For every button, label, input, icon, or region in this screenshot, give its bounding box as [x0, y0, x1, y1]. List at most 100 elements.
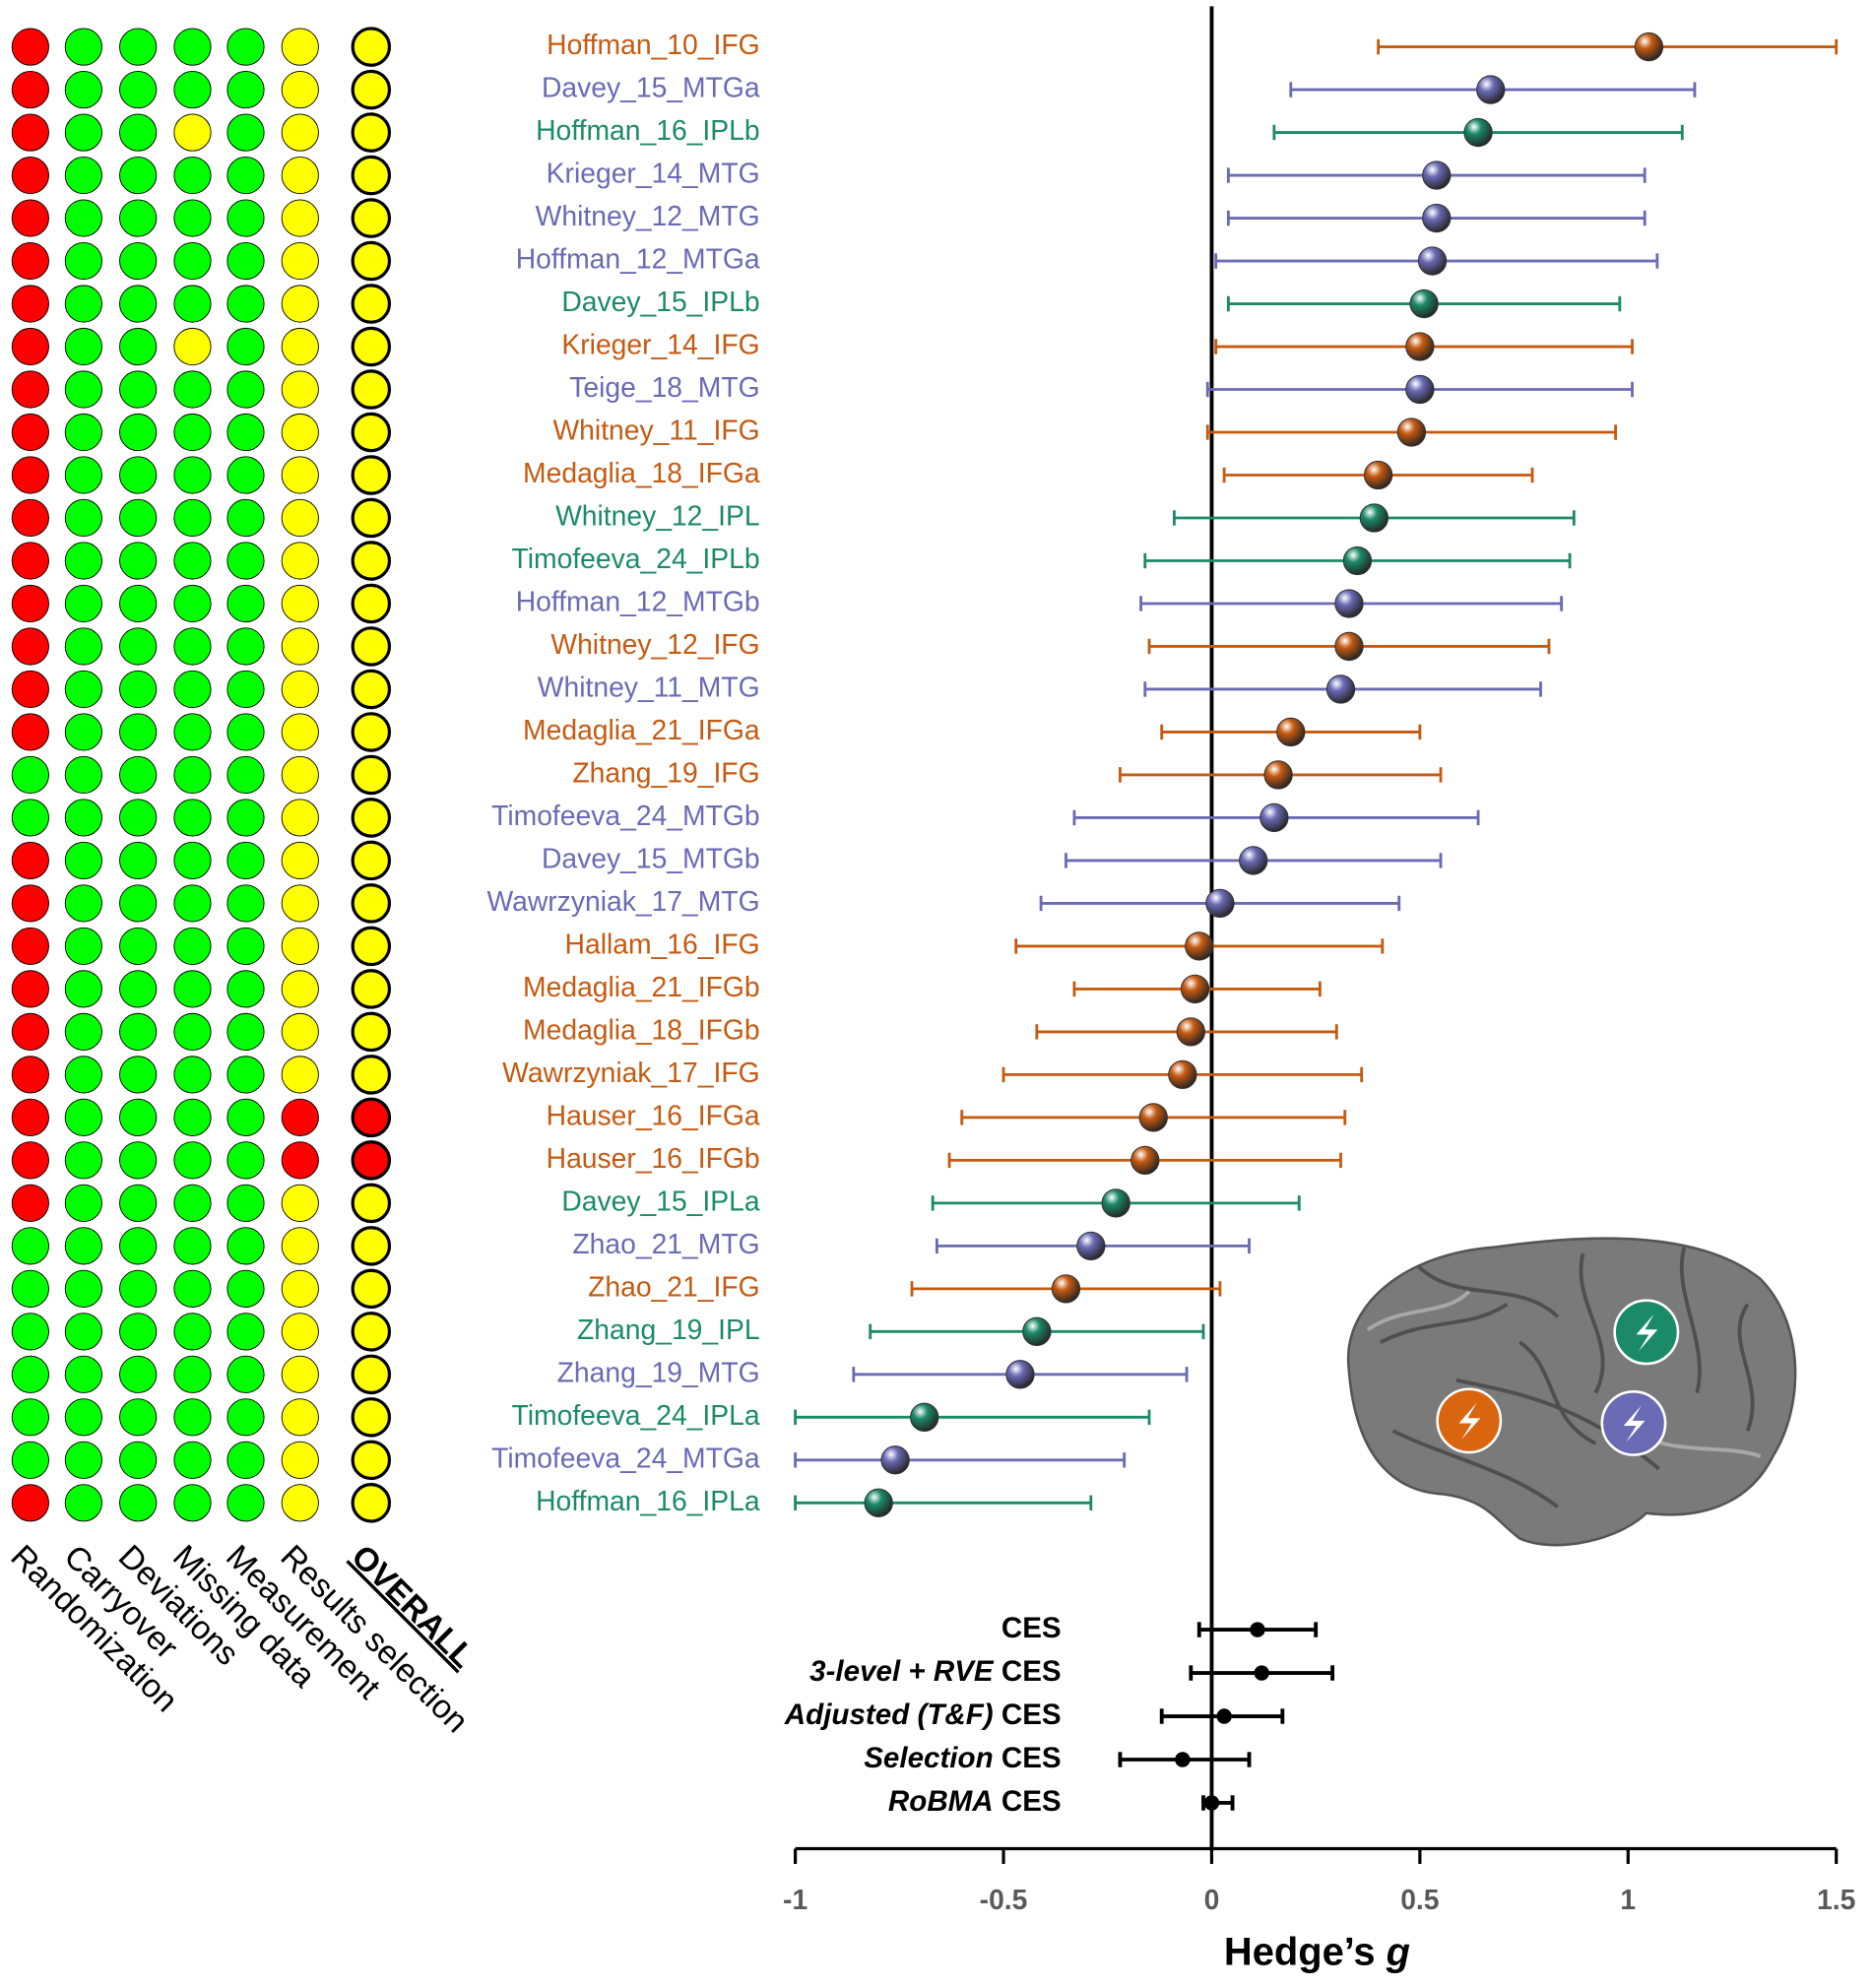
rob-judgment: [11, 199, 49, 237]
rob-judgment: [11, 1184, 49, 1222]
rob-judgment: [351, 883, 392, 924]
rob-judgment: [119, 1227, 158, 1265]
rob-judgment: [11, 584, 49, 623]
estimate-point: [1138, 1103, 1168, 1132]
rob-judgment: [281, 498, 319, 538]
rob-judgment: [226, 1313, 265, 1351]
rob-judgment: [119, 28, 158, 66]
rob-judgment: [119, 1313, 158, 1351]
summary-point: [1175, 1752, 1191, 1767]
rob-judgment: [119, 285, 158, 323]
estimate-point: [910, 1402, 939, 1432]
rob-judgment: [64, 841, 102, 880]
summary-label-italic: Selection: [864, 1742, 993, 1774]
rob-judgment: [119, 1398, 158, 1437]
rob-judgment: [351, 497, 392, 539]
rob-judgment: [226, 670, 265, 709]
rob-judgment: [351, 198, 392, 238]
rob-judgment: [281, 156, 319, 195]
rob-judgment: [281, 1227, 319, 1265]
estimate-point: [1168, 1059, 1197, 1090]
rob-judgment: [64, 1141, 102, 1180]
summary-label: RoBMA CES: [888, 1785, 1062, 1818]
rob-judgment: [11, 1098, 49, 1136]
study-label: Medaglia_21_IFGa: [523, 714, 760, 745]
rob-judgment: [64, 1398, 102, 1437]
rob-judgment: [64, 113, 102, 152]
rob-judgment: [281, 370, 319, 409]
rob-judgment: [11, 1313, 49, 1351]
summary-point: [1250, 1622, 1265, 1637]
rob-judgment: [11, 1141, 49, 1180]
rob-judgment: [173, 970, 212, 1008]
rob-judgment: [173, 456, 212, 494]
rob-judgment: [226, 1355, 265, 1393]
rob-judgment: [226, 884, 265, 923]
estimate-point: [1396, 417, 1427, 447]
study-label: Medaglia_21_IFGb: [523, 971, 760, 1002]
rob-judgment: [281, 199, 319, 237]
rob-judgment: [281, 970, 319, 1008]
rob-judgment: [173, 670, 212, 709]
study-label: Krieger_14_MTG: [547, 158, 760, 189]
rob-judgment: [64, 1012, 102, 1051]
rob-judgment: [11, 670, 49, 709]
study-label: Davey_15_MTGa: [542, 72, 760, 103]
summary-label-text: CES: [1001, 1612, 1062, 1644]
estimate-point: [1185, 931, 1214, 961]
x-tick-label: 1.5: [1817, 1884, 1855, 1915]
rob-judgment: [119, 1441, 158, 1479]
estimate-point: [1176, 1017, 1205, 1047]
rob-judgment: [119, 370, 158, 409]
study-label: Davey_15_IPLa: [561, 1185, 760, 1216]
estimate-point: [1417, 246, 1448, 276]
rob-judgment: [119, 542, 158, 580]
rob-judgment: [226, 1012, 265, 1051]
rob-judgment: [173, 1184, 212, 1222]
rob-judgment: [11, 1355, 49, 1393]
rob-judgment: [173, 1441, 212, 1479]
rob-judgment: [64, 70, 102, 109]
estimate-point: [1363, 460, 1393, 490]
rob-judgment: [173, 70, 212, 109]
rob-judgment: [173, 1056, 212, 1094]
rob-judgment: [11, 1441, 49, 1479]
rob-judgment: [281, 713, 319, 751]
rob-judgment: [11, 498, 49, 538]
summary-point: [1203, 1795, 1220, 1811]
rob-judgment: [173, 1355, 212, 1393]
study-label: Hauser_16_IFGb: [547, 1142, 760, 1174]
rob-judgment: [173, 1012, 212, 1051]
rob-judgment: [64, 670, 102, 709]
rob-judgment: [226, 542, 265, 580]
rob-judgment: [64, 456, 102, 494]
rob-judgment: [173, 1398, 212, 1437]
rob-judgment: [173, 285, 212, 323]
rob-judgment: [64, 1184, 102, 1222]
summary-label: 3-level + RVE CES: [809, 1655, 1062, 1688]
rob-judgment: [281, 1484, 319, 1522]
rob-judgment: [351, 112, 392, 153]
rob-judgment: [281, 627, 319, 666]
rob-judgment: [351, 798, 392, 838]
rob-judgment: [119, 241, 158, 281]
rob-judgment: [351, 1354, 392, 1395]
rob-judgment: [226, 199, 265, 237]
rob-judgment: [11, 370, 49, 409]
rob-judgment: [351, 240, 392, 282]
summary-point: [1254, 1665, 1269, 1681]
rob-judgment: [173, 370, 212, 409]
rob-judgment: [119, 927, 158, 966]
rob-judgment: [119, 799, 158, 837]
estimate-point: [1076, 1231, 1106, 1261]
rob-judgment: [173, 413, 212, 452]
rob-judgment: [173, 156, 212, 195]
rob-judgment: [281, 755, 319, 795]
rob-judgment: [11, 28, 49, 66]
rob-judgment: [226, 1098, 265, 1136]
rob-judgment: [119, 970, 158, 1008]
summary-label-text: CES: [1001, 1742, 1062, 1774]
rob-judgment: [11, 970, 49, 1008]
estimate-point: [1130, 1145, 1160, 1176]
rob-judgment: [173, 713, 212, 751]
